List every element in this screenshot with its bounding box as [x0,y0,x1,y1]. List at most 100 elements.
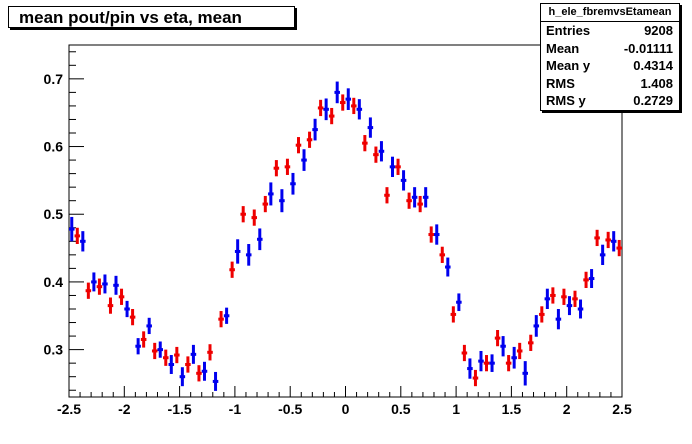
chart-title: mean pout/pin vs eta, mean [19,8,242,27]
title-box: mean pout/pin vs eta, mean [8,6,295,28]
data-point [207,344,213,361]
data-point [472,369,479,387]
data-point [179,367,186,387]
data-point [351,97,357,115]
data-point [445,257,451,277]
data-point [433,224,440,245]
data-point [555,309,562,330]
stats-value: 1.408 [640,75,673,91]
data-point [140,331,147,348]
data-point [218,311,224,328]
data-point [605,231,611,249]
data-point [511,346,517,369]
data-point [505,355,512,372]
data-point [356,99,363,120]
data-point [135,338,141,355]
y-tick-label: 0.6 [44,139,64,155]
stats-value: 0.2729 [633,93,673,108]
data-point [190,344,197,364]
data-point [489,354,495,372]
data-point [572,290,578,307]
data-point [577,299,584,319]
data-point [483,355,490,372]
data-point [362,135,368,152]
x-tick-label: -2.5 [57,401,81,417]
x-tick-label: 0.5 [391,401,411,417]
data-point [279,189,285,213]
stats-row-mean: Mean -0.01111 [541,40,679,58]
data-point [113,275,119,295]
x-tick-label: 2.5 [612,401,632,417]
data-point [389,156,396,177]
data-point [306,131,313,148]
stats-histogram-name: h_ele_fbremvsEtamean [541,4,679,22]
data-point [257,228,263,251]
data-point [400,170,407,191]
data-point [262,195,269,213]
data-point [196,365,202,382]
data-point [290,172,296,195]
stats-value: 9208 [644,23,673,38]
data-point [91,272,97,292]
stats-value: -0.01111 [623,40,673,56]
data-point [422,187,429,208]
data-point [118,288,125,305]
data-point [157,341,164,358]
data-point [212,371,219,391]
data-point [295,137,302,154]
data-point [273,160,280,177]
data-point [245,244,252,266]
data-point [406,192,412,209]
data-point [456,293,462,312]
stats-row-rms: RMS 1.408 [541,75,679,93]
data-point [522,361,528,386]
x-tick-label: -1 [229,401,242,417]
data-point [251,209,258,226]
data-point [168,355,175,374]
data-point [378,141,385,162]
stats-label: Entries [546,23,591,38]
data-point [328,107,335,125]
stats-value: 0.4314 [633,58,673,73]
data-point [467,358,473,379]
x-axis: -2.5 -2 -1.5 -1 -0.5 0 0.5 1 1.5 2 2.5 [57,386,632,417]
data-point [284,158,291,175]
y-tick-label: 0.7 [44,71,64,87]
y-axis: 0.3 0.4 0.5 0.6 0.7 [44,51,84,391]
stats-label: RMS [546,75,575,91]
data-point [240,206,246,223]
x-tick-label: 0 [342,401,350,417]
data-point [494,329,501,347]
data-point [85,282,92,299]
data-point [439,246,446,263]
stats-label: Mean [546,40,580,56]
data-point [339,94,346,111]
data-points [69,81,622,391]
data-point [129,309,136,326]
data-point [234,239,241,264]
data-point [107,297,114,314]
data-point [544,288,551,309]
y-tick-label: 0.5 [44,206,64,222]
stats-row-mean-y: Mean y 0.4314 [541,57,679,75]
data-point [367,117,374,138]
data-point [301,149,307,171]
data-point [223,307,230,324]
data-point [539,306,545,323]
data-point [533,315,540,337]
data-point [229,261,235,278]
data-point [146,317,152,335]
data-point [96,278,103,295]
x-tick-label: 2 [563,401,571,417]
data-point [588,269,595,289]
data-point [500,336,506,357]
data-point [428,226,434,243]
stats-box: h_ele_fbremvsEtamean Entries 9208 Mean -… [540,3,680,111]
data-point [323,98,329,121]
data-point [561,288,567,305]
x-tick-label: 1.5 [502,401,522,417]
data-point [312,118,318,141]
y-tick-label: 0.4 [44,274,64,290]
data-point [80,231,86,252]
